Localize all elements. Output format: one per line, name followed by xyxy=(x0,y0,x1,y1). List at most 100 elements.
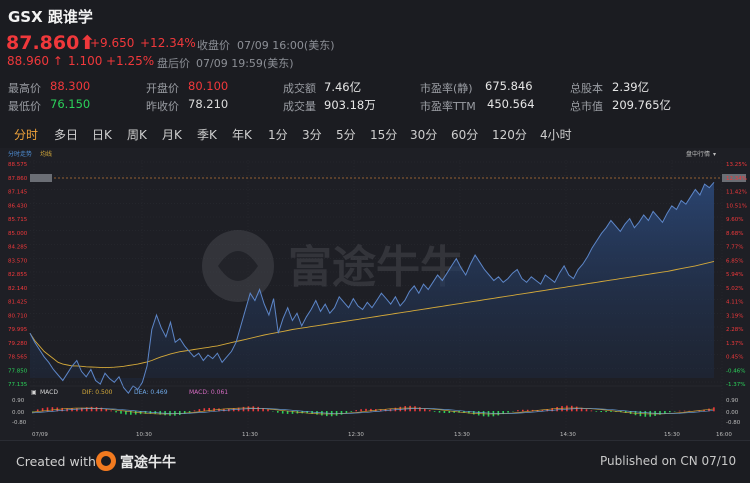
time-tick-label: 11:30 xyxy=(242,432,258,438)
percent-tick-label: -0.46% xyxy=(726,368,745,374)
current-price-marker xyxy=(30,174,52,182)
macd-tick-label: 0.00 xyxy=(726,410,739,416)
macd-bar xyxy=(110,410,112,411)
tab-weekly-k[interactable]: 周K xyxy=(127,124,147,148)
percent-tick-label: 0.45% xyxy=(726,355,743,361)
macd-bar xyxy=(76,408,78,411)
tab-daily-k[interactable]: 日K xyxy=(92,124,112,148)
tab-intraday[interactable]: 分时 xyxy=(14,124,38,150)
legend-market-info[interactable]: 盘中行情 xyxy=(686,150,710,158)
macd-bar xyxy=(135,411,137,415)
after-change-pct: +1.25% xyxy=(106,54,154,68)
macd-bar xyxy=(507,411,509,413)
time-tick-label: 15:30 xyxy=(664,432,680,438)
tab-60min[interactable]: 60分 xyxy=(451,124,478,148)
mcap-value: 209.765亿 xyxy=(612,97,671,113)
macd-bar xyxy=(267,410,269,412)
percent-tick-label: 4.11% xyxy=(726,300,743,306)
percent-tick-label: 7.77% xyxy=(726,245,743,251)
macd-value-label: MACD: 0.061 xyxy=(189,389,228,396)
macd-bar xyxy=(586,409,588,411)
macd-tick-label: 0.90 xyxy=(726,398,739,404)
low-label: 最低价 xyxy=(8,98,41,114)
macd-bar xyxy=(561,406,563,411)
macd-bar xyxy=(404,406,406,411)
intraday-chart[interactable]: 分时走势 均线 盘中行情 ▾ 富途牛牛 88.57587.86087.14586… xyxy=(0,148,750,440)
legend-intraday: 分时走势 xyxy=(8,150,32,158)
tab-120min[interactable]: 120分 xyxy=(492,124,527,148)
last-price-value: 87.860 xyxy=(6,32,79,54)
price-tick-label: 85.715 xyxy=(8,217,28,223)
dea-label: DEA: 0.469 xyxy=(134,389,168,396)
pe-static-value: 675.846 xyxy=(485,79,533,93)
arrow-up-icon: ↑ xyxy=(53,54,63,68)
time-tick-label: 07/09 xyxy=(32,432,48,438)
macd-bar xyxy=(316,411,318,415)
macd-bar xyxy=(596,411,598,412)
tab-monthly-k[interactable]: 月K xyxy=(162,124,182,148)
tab-1min[interactable]: 1分 xyxy=(268,124,288,148)
macd-bar xyxy=(52,407,54,411)
tab-4hour[interactable]: 4小时 xyxy=(540,124,572,148)
dropdown-icon[interactable]: ▾ xyxy=(713,151,716,158)
tab-5min[interactable]: 5分 xyxy=(336,124,356,148)
shares-value: 2.39亿 xyxy=(612,79,649,95)
macd-bar xyxy=(91,407,93,411)
macd-label: MACD xyxy=(40,389,58,396)
after-change: 1.100 xyxy=(68,54,102,68)
open-value: 80.100 xyxy=(188,79,228,93)
macd-bar xyxy=(551,408,553,411)
time-tick-label: 13:30 xyxy=(454,432,470,438)
macd-tick-label: 0.90 xyxy=(12,398,25,404)
tab-15min[interactable]: 15分 xyxy=(370,124,397,148)
price-change-pct: +12.34% xyxy=(140,36,196,50)
prev-close-value: 78.210 xyxy=(188,97,228,111)
price-tick-label: 84.285 xyxy=(8,245,28,251)
macd-bar xyxy=(429,410,431,411)
macd-bar xyxy=(96,407,98,411)
shares-label: 总股本 xyxy=(570,80,603,96)
macd-bar xyxy=(659,411,661,415)
macd-bar xyxy=(439,411,441,413)
close-time: 07/09 16:00(美东) xyxy=(237,37,334,53)
after-label: 盘后价 xyxy=(157,55,190,71)
amount-label: 成交额 xyxy=(283,80,316,96)
macd-bar xyxy=(679,411,681,412)
macd-bar xyxy=(591,410,593,411)
macd-bar xyxy=(61,408,63,411)
price-tick-label: 78.565 xyxy=(8,355,28,361)
macd-bar xyxy=(434,411,436,412)
price-tick-label: 77.135 xyxy=(8,382,28,388)
macd-bar xyxy=(517,410,519,411)
after-price-value: 88.960 xyxy=(7,54,49,68)
macd-bar xyxy=(713,407,715,411)
ticker-symbol: GSX xyxy=(8,8,43,26)
macd-bar xyxy=(257,407,259,411)
macd-bar xyxy=(566,406,568,412)
tab-quarterly-k[interactable]: 季K xyxy=(197,124,217,148)
chart-period-tabs: 分时 多日 日K 周K 月K 季K 年K 1分 3分 5分 15分 30分 60… xyxy=(0,124,750,148)
footer-bar: Created with 富途牛牛 Published on CN 07/10 xyxy=(0,440,750,483)
price-tick-label: 86.430 xyxy=(8,203,28,209)
macd-bar xyxy=(478,411,480,415)
tab-30min[interactable]: 30分 xyxy=(410,124,437,148)
pe-ttm-value: 450.564 xyxy=(487,97,535,111)
price-tick-label: 85.000 xyxy=(8,231,28,237)
price-tick-label: 82.855 xyxy=(8,272,28,278)
macd-bar xyxy=(326,411,328,416)
macd-bar xyxy=(277,411,279,413)
price-tick-label: 83.570 xyxy=(8,258,28,264)
tab-yearly-k[interactable]: 年K xyxy=(232,124,252,148)
macd-bar xyxy=(321,411,323,415)
percent-tick-label: 5.02% xyxy=(726,286,743,292)
high-label: 最高价 xyxy=(8,80,41,96)
macd-bar xyxy=(419,407,421,411)
tab-multi-day[interactable]: 多日 xyxy=(54,124,78,148)
macd-bar xyxy=(355,410,357,411)
amount-value: 7.46亿 xyxy=(324,79,361,95)
tab-3min[interactable]: 3分 xyxy=(302,124,322,148)
published-text: Published on CN 07/10 xyxy=(600,454,736,468)
macd-bar xyxy=(351,411,353,412)
legend-average: 均线 xyxy=(40,150,52,158)
macd-bar xyxy=(664,411,666,413)
